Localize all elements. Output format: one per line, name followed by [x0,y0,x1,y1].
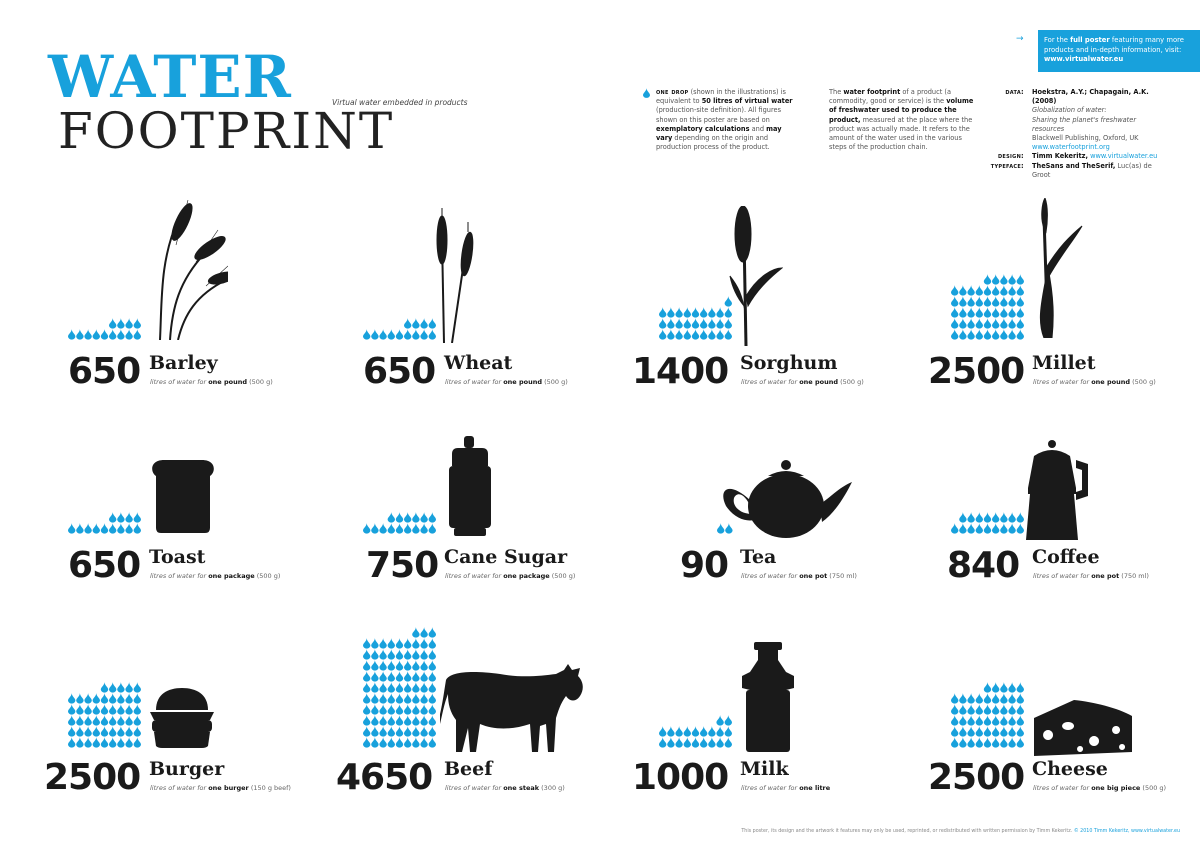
unit-description-cane-sugar: litres of water for one package (500 g) [445,572,576,580]
barley-icon [148,199,237,344]
product-name-cheese: Cheese [1032,758,1108,780]
product-name-beef: Beef [444,758,493,780]
coffee-maker-icon [1024,440,1089,544]
value-toast: 650 [68,545,141,586]
unit-description-barley: litres of water for one pound (500 g) [150,378,273,386]
product-name-sorghum: Sorghum [740,352,838,374]
milk-can-icon [738,642,798,756]
unit-description-beef: litres of water for one steak (300 g) [445,784,565,792]
teapot-icon [718,460,854,544]
value-burger: 2500 [44,757,141,798]
value-tea: 90 [680,545,729,586]
unit-description-cheese: litres of water for one big piece (500 g… [1033,784,1167,792]
water-drops-sorghum [659,296,733,340]
water-drops-wheat [363,318,437,340]
product-name-toast: Toast [149,546,206,568]
water-drops-beef [363,627,437,748]
value-cheese: 2500 [928,757,1025,798]
value-millet: 2500 [928,351,1025,392]
unit-description-coffee: litres of water for one pot (750 ml) [1033,572,1149,580]
product-name-milk: Milk [740,758,789,780]
millet-icon [1030,196,1085,342]
value-wheat: 650 [363,351,436,392]
credits-block: data: Hoekstra, A.Y.; Chapagain, A.K. (20… [990,88,1170,180]
unit-description-millet: litres of water for one pound (500 g) [1033,378,1156,386]
water-drops-cheese [951,682,1025,748]
cow-icon [438,664,585,760]
unit-description-wheat: litres of water for one pound (500 g) [445,378,568,386]
sorghum-icon [728,205,784,350]
value-sorghum: 1400 [632,351,729,392]
waterfootprint-link[interactable]: www.waterfootprint.org [1032,143,1110,152]
product-name-wheat: Wheat [444,352,513,374]
water-drop-icon [643,88,650,98]
water-footprint-definition: The water footprint of a product (a comm… [829,88,974,152]
poster-title-footprint: FOOTPRINT [58,102,395,160]
toast-icon [150,458,216,537]
unit-description-tea: litres of water for one pot (750 ml) [741,572,857,580]
promo-url-link[interactable]: www.virtualwater.eu [1044,55,1124,63]
water-drops-barley [68,318,142,340]
unit-description-toast: litres of water for one package (500 g) [150,572,281,580]
promo-box[interactable]: For the full poster featuring many more … [1038,30,1200,72]
value-barley: 650 [68,351,141,392]
water-drops-millet [951,274,1025,340]
poster-subtitle: Virtual water embedded in products [332,98,468,107]
water-drops-toast [68,512,142,534]
water-drops-milk [659,715,733,748]
arrow-right-icon: → [1016,34,1024,44]
value-coffee: 840 [947,545,1020,586]
wheat-icon [430,208,480,347]
virtualwater-link[interactable]: www.virtualwater.eu [1090,152,1158,161]
value-cane-sugar: 750 [366,545,439,586]
unit-description-milk: litres of water for one litre [741,784,831,792]
value-milk: 1000 [632,757,729,798]
footer-copyright: This poster, its design and the artwork … [741,829,1180,834]
product-name-burger: Burger [149,758,225,780]
water-drops-cane-sugar [363,512,437,534]
value-beef: 4650 [336,757,433,798]
product-name-millet: Millet [1032,352,1096,374]
water-drops-burger [68,682,142,748]
unit-description-burger: litres of water for one burger (150 g be… [150,784,291,792]
product-name-coffee: Coffee [1032,546,1100,568]
product-name-tea: Tea [740,546,777,568]
water-drops-coffee [951,512,1025,534]
water-drops-tea [716,523,733,534]
poster-title-water: WATER [48,43,292,111]
unit-description-sorghum: litres of water for one pound (500 g) [741,378,864,386]
burger-icon [148,688,216,752]
product-name-cane-sugar: Cane Sugar [444,546,568,568]
product-name-barley: Barley [149,352,218,374]
cheese-icon [1034,700,1134,760]
one-drop-info: one drop (shown in the illustrations) is… [656,88,793,152]
sugar-shaker-icon [444,436,496,540]
